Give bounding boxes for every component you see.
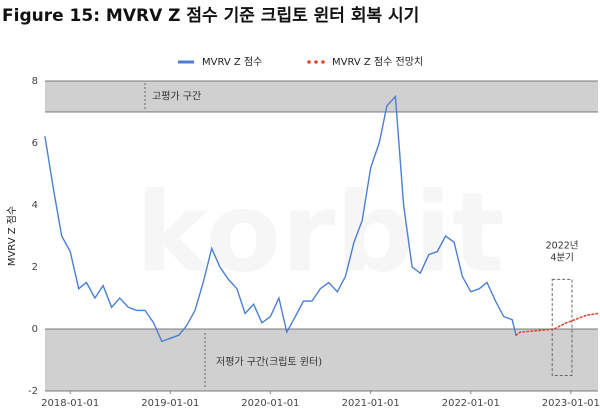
legend-marker — [314, 60, 318, 64]
highlight-box — [551, 278, 573, 376]
watermark: korbit — [135, 168, 504, 296]
y-tick-label: 2 — [32, 262, 38, 273]
band-label: 고평가 구간 — [152, 91, 201, 103]
chart-title: Figure 15: MVRV Z 점수 기준 크립토 윈터 회복 시기 — [2, 6, 419, 26]
x-tick-label: 2022-01-01 — [442, 398, 500, 409]
highlight-label: 4분기 — [550, 253, 574, 264]
band — [45, 329, 598, 391]
legend-marker — [321, 60, 325, 64]
x-tick-label: 2021-01-01 — [342, 398, 400, 409]
band — [45, 81, 598, 112]
legend-label: MVRV Z 점수 — [202, 56, 262, 68]
band-label: 저평가 구간(크립토 윈터) — [216, 355, 322, 368]
legend-marker — [307, 60, 311, 64]
y-tick-label: -2 — [28, 386, 38, 397]
x-tick-label: 2023-01-01 — [542, 398, 600, 409]
series-line — [515, 312, 599, 336]
y-tick-label: 6 — [32, 138, 38, 149]
highlight-label: 2022년 — [546, 241, 579, 252]
legend-label: MVRV Z 점수 전망치 — [332, 56, 423, 68]
x-tick-label: 2018-01-01 — [41, 398, 99, 409]
x-tick-label: 2020-01-01 — [241, 398, 299, 409]
y-tick-label: 0 — [32, 324, 38, 335]
series-line — [44, 94, 517, 343]
y-tick-label: 4 — [32, 200, 38, 211]
y-axis-label: MVRV Z 점수 — [6, 206, 18, 266]
x-tick-label: 2019-01-01 — [141, 398, 199, 409]
y-tick-label: 8 — [32, 76, 38, 87]
